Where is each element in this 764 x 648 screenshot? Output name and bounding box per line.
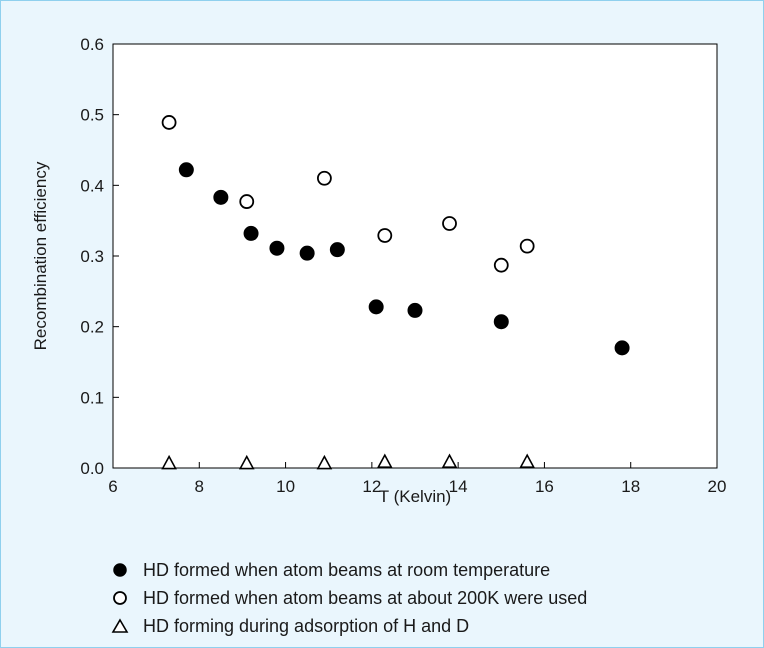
data-series [161, 115, 630, 470]
x-tick-label: 10 [276, 477, 295, 496]
data-point-filled [407, 302, 423, 318]
x-tick-label: 6 [108, 477, 117, 496]
data-point-open [442, 216, 457, 231]
data-point-filled [213, 189, 229, 205]
x-axis: 6 8 10 12 14 16 18 20 [108, 462, 726, 496]
data-point-filled [269, 240, 285, 256]
data-point-filled [243, 225, 259, 241]
data-point-open [239, 194, 255, 209]
x-tick-label: 12 [362, 477, 381, 496]
legend-label-200k: HD formed when atom beams at about 200K … [143, 588, 587, 608]
data-point-open [519, 238, 535, 254]
data-point-triangle [238, 454, 255, 470]
legend: HD formed when atom beams at room temper… [111, 560, 587, 636]
data-point-filled [329, 242, 345, 258]
legend-label-room-temperature: HD formed when atom beams at room temper… [143, 560, 550, 580]
y-tick-label: 0.5 [80, 106, 104, 125]
x-axis-title: T (Kelvin) [379, 487, 451, 506]
legend-marker-filled-circle [113, 563, 127, 577]
y-tick-label: 0.6 [80, 35, 104, 54]
data-point-triangle [376, 453, 393, 468]
y-tick-label: 0.0 [80, 459, 104, 478]
series-open-triangle [161, 453, 536, 470]
data-point-open [316, 170, 332, 186]
x-tick-label: 14 [449, 477, 468, 496]
y-axis-title: Recombination efficiency [31, 161, 50, 350]
data-point-open [161, 115, 177, 130]
data-point-filled [368, 299, 384, 315]
y-tick-label: 0.1 [80, 388, 104, 407]
data-point-filled [299, 245, 315, 261]
y-tick-label: 0.2 [80, 318, 104, 337]
series-open-circle [161, 115, 535, 273]
x-tick-label: 18 [621, 477, 640, 496]
y-tick-label: 0.3 [80, 247, 104, 266]
data-point-filled [178, 162, 194, 178]
legend-label-adsorption: HD forming during adsorption of H and D [143, 616, 469, 636]
data-point-open [493, 257, 509, 273]
data-point-triangle [316, 454, 333, 470]
data-point-triangle [441, 453, 458, 468]
x-tick-label: 8 [195, 477, 204, 496]
legend-marker-open-triangle [111, 618, 129, 633]
y-axis: 0.0 0.1 0.2 0.3 0.4 0.5 0.6 [80, 35, 119, 478]
legend-marker-open-circle [113, 591, 127, 605]
x-tick-label: 20 [708, 477, 727, 496]
series-filled-circle [178, 162, 630, 356]
y-tick-label: 0.4 [80, 176, 104, 195]
x-tick-label: 16 [535, 477, 554, 496]
data-point-filled [493, 314, 509, 330]
data-point-triangle [519, 453, 536, 468]
data-point-open [377, 228, 393, 243]
data-point-filled [614, 340, 630, 356]
plot-area [112, 43, 718, 469]
data-point-triangle [161, 454, 177, 470]
